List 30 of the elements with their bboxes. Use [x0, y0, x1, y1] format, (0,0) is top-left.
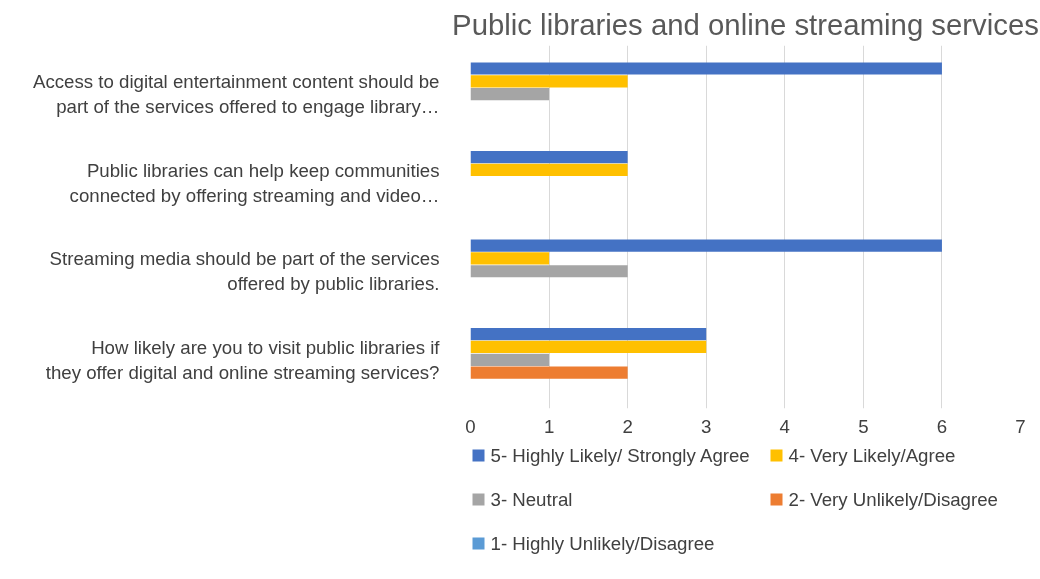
bar: [470, 265, 628, 278]
y-tick-label: Public libraries can help keep communities connected by offering streaming and video…: [69, 159, 440, 206]
legend-label: 4- Very Likely/Agree: [788, 445, 956, 466]
legend-label: 2- Very Unlikely/Disagree: [788, 489, 998, 510]
x-tick-label: 6: [936, 415, 948, 437]
bar: [470, 252, 550, 265]
bar: [470, 88, 550, 101]
x-tick-label: 1: [543, 415, 555, 437]
x-tick-label: 3: [701, 415, 712, 437]
bar: [470, 340, 707, 354]
bar: [470, 75, 628, 88]
bar: [470, 366, 628, 379]
bar: [470, 163, 628, 176]
x-tick-label: 5: [858, 415, 869, 437]
x-tick-label: 0: [465, 415, 476, 437]
bar: [470, 328, 707, 341]
x-tick-label: 7: [1015, 415, 1026, 437]
bar: [470, 353, 550, 366]
y-tick-label: Access to digital entertainment content should be part of the services offered to engage library…: [32, 71, 440, 118]
bar: [470, 62, 942, 75]
x-tick-label: 2: [622, 415, 633, 437]
chart-title: Public libraries and online streaming services: [452, 7, 1039, 41]
y-tick-label: How likely are you to visit public libraries if they offer digital and online streaming services?: [45, 336, 441, 383]
legend-label: 3- Neutral: [490, 489, 573, 510]
y-tick-label: Streaming media should be part of the services offered by public libraries.: [49, 248, 440, 295]
legend-label: 1- Highly Unlikely/Disagree: [490, 533, 715, 554]
bar: [470, 239, 942, 252]
legend-label: 5- Highly Likely/ Strongly Agree: [490, 445, 750, 466]
bar: [470, 150, 628, 164]
x-tick-label: 4: [779, 415, 790, 437]
